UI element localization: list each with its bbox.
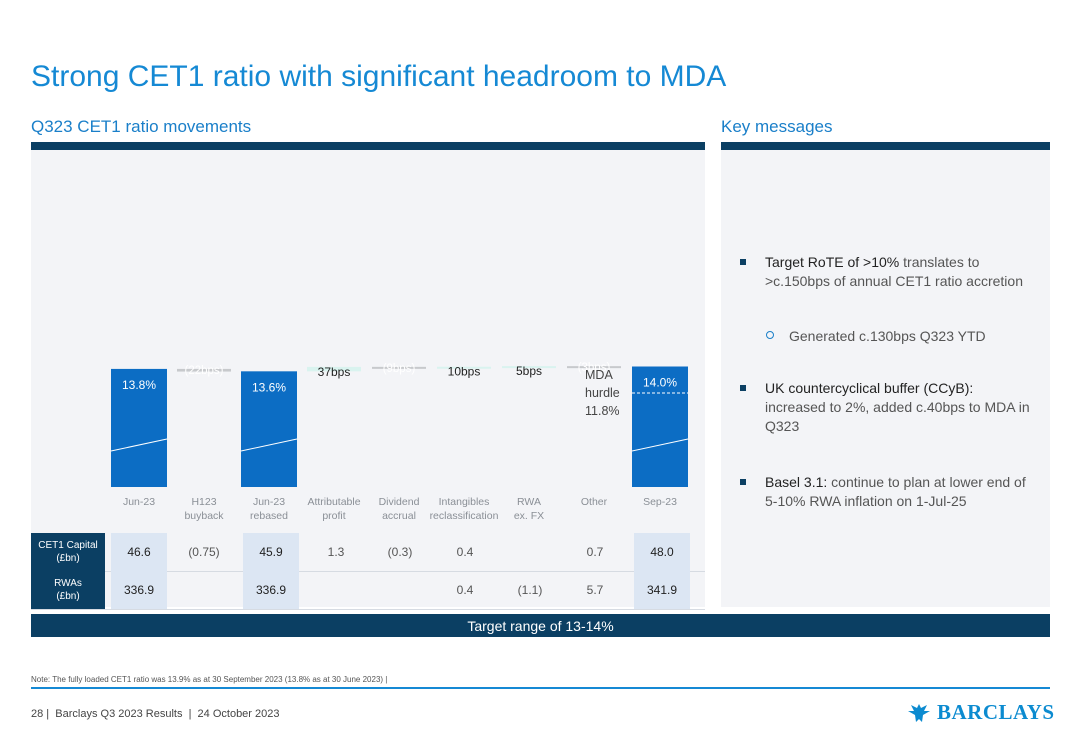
table-cell: 0.4 — [456, 583, 474, 597]
table-cell: 45.9 — [243, 533, 299, 571]
bar — [372, 366, 426, 369]
table-cell — [503, 533, 557, 571]
data-label: 10bps — [448, 365, 481, 379]
x-tick-label: Attributable — [307, 496, 360, 508]
data-label: (22bps) — [185, 365, 224, 377]
footnote: Note: The fully loaded CET1 ratio was 13… — [31, 675, 388, 684]
chart-section-header: Q323 CET1 ratio movements — [31, 117, 252, 136]
x-tick-label: Sep-23 — [643, 496, 677, 508]
square-bullet-icon — [740, 385, 746, 391]
table-cell — [373, 571, 427, 609]
x-tick-label: H123 — [191, 496, 216, 508]
x-tick-label: ex. FX — [514, 510, 544, 522]
table-row-rwas: RWAs (£bn) 336.9 336.9 0.4 (1.1) 5.7 341.… — [31, 571, 705, 610]
x-tick-label: Other — [581, 496, 608, 508]
table-cell: 336.9 — [111, 571, 167, 609]
table-cell — [309, 571, 363, 609]
table-cell: 1.3 — [327, 545, 345, 559]
bar — [177, 368, 231, 372]
x-tick-label: profit — [322, 510, 345, 522]
table-cell: 0.4 — [456, 545, 474, 559]
x-tick-label: buyback — [184, 510, 224, 522]
x-tick-label: accrual — [382, 510, 416, 522]
bar — [437, 366, 491, 369]
eagle-icon — [908, 703, 930, 722]
x-tick-label: Jun-23 — [253, 496, 285, 508]
circle-bullet-icon — [766, 331, 774, 339]
table-cell: 46.6 — [111, 533, 167, 571]
table-cell: 48.0 — [634, 533, 690, 571]
data-label: 13.8% — [122, 378, 156, 392]
bar — [632, 366, 688, 487]
table-cell — [177, 571, 231, 609]
x-tick-label: RWA — [517, 496, 541, 508]
row-header-cet1: CET1 Capital (£bn) — [31, 533, 105, 571]
table-cell: (0.75) — [188, 545, 220, 559]
bar — [502, 366, 556, 369]
table-cell: 341.9 — [634, 571, 690, 609]
bar-accent-line — [631, 438, 689, 452]
waterfall-chart: 13.8% Jun-23 (22bps) H123 buyback 13.6% Jun-23… — [110, 362, 689, 522]
right-header-rule — [721, 142, 1050, 150]
bar — [567, 366, 621, 369]
data-label: 37bps — [318, 365, 351, 379]
data-label: 5bps — [516, 364, 542, 378]
page-title: Strong CET1 ratio with significant headr… — [31, 60, 727, 93]
footer-rule — [31, 687, 1050, 689]
row-header-rwas: RWAs (£bn) — [31, 571, 105, 609]
logo-text: BARCLAYS — [937, 700, 1055, 724]
x-tick-label: Intangibles — [439, 496, 490, 508]
barclays-logo[interactable]: BARCLAYS — [907, 700, 1055, 725]
key-messages-header: Key messages — [721, 117, 833, 136]
x-tick-label: rebased — [250, 510, 288, 522]
target-range-banner: Target range of 13-14% — [31, 614, 1050, 637]
x-tick-label: Dividend — [379, 496, 420, 508]
table-cell: (1.1) — [517, 583, 543, 597]
table-cell: 5.7 — [586, 583, 604, 597]
data-label: (3bps) — [578, 362, 611, 374]
table-cell: 336.9 — [243, 571, 299, 609]
data-label: (9bps) — [383, 363, 416, 375]
mda-hurdle-label: MDA — [585, 368, 613, 382]
bar — [241, 371, 297, 487]
table-cell: 0.7 — [586, 545, 604, 559]
bar-accent-line — [240, 438, 298, 452]
key-messages-panel — [721, 150, 1050, 607]
data-label: 13.6% — [252, 380, 286, 394]
data-label: 14.0% — [643, 376, 677, 390]
mda-hurdle-label: hurdle — [585, 386, 620, 400]
table-cell: (0.3) — [387, 545, 413, 559]
table-row-cet1: CET1 Capital (£bn) 46.6 (0.75) 45.9 1.3 (… — [31, 533, 705, 572]
bar-accent-line — [110, 438, 168, 452]
mda-hurdle-label: 11.8% — [585, 404, 620, 418]
x-tick-label: reclassification — [430, 510, 499, 522]
footer: 28 | Barclays Q3 2023 Results | 24 Octob… — [31, 708, 280, 720]
left-header-rule — [31, 142, 705, 150]
x-tick-label: Jun-23 — [123, 496, 155, 508]
square-bullet-icon — [740, 479, 746, 485]
square-bullet-icon — [740, 259, 746, 265]
bar — [307, 366, 361, 372]
bar — [111, 368, 167, 487]
